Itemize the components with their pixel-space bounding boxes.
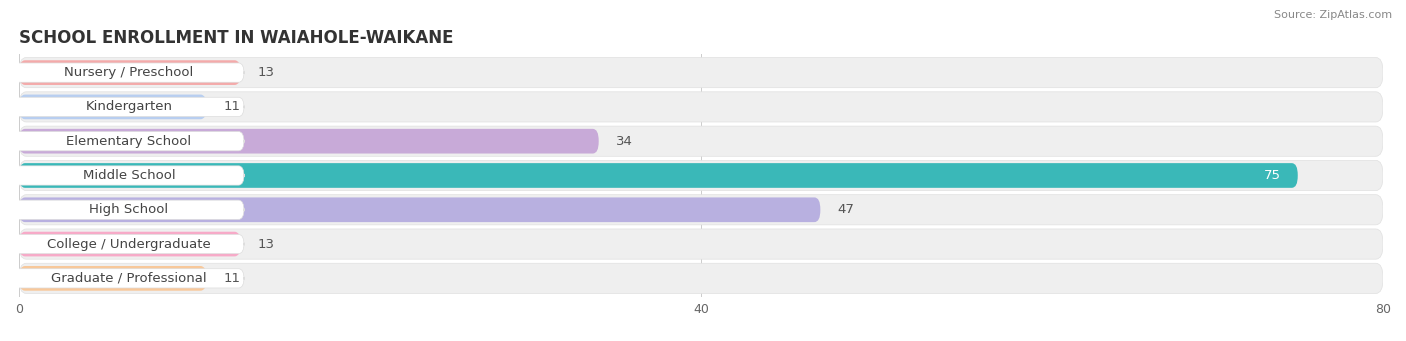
Text: Elementary School: Elementary School	[66, 135, 191, 148]
FancyBboxPatch shape	[20, 92, 1384, 122]
Text: 13: 13	[257, 66, 274, 79]
Text: 13: 13	[257, 238, 274, 251]
FancyBboxPatch shape	[20, 263, 1384, 294]
Text: SCHOOL ENROLLMENT IN WAIAHOLE-WAIKANE: SCHOOL ENROLLMENT IN WAIAHOLE-WAIKANE	[20, 29, 454, 47]
FancyBboxPatch shape	[20, 266, 207, 291]
Text: 11: 11	[224, 272, 240, 285]
Text: Nursery / Preschool: Nursery / Preschool	[65, 66, 194, 79]
Text: 34: 34	[616, 135, 633, 148]
FancyBboxPatch shape	[20, 60, 240, 85]
Text: 75: 75	[1264, 169, 1281, 182]
FancyBboxPatch shape	[14, 63, 245, 82]
Text: Kindergarten: Kindergarten	[86, 100, 173, 114]
Text: Middle School: Middle School	[83, 169, 176, 182]
FancyBboxPatch shape	[20, 229, 1384, 259]
FancyBboxPatch shape	[14, 200, 245, 219]
FancyBboxPatch shape	[20, 58, 1384, 88]
FancyBboxPatch shape	[14, 234, 245, 254]
FancyBboxPatch shape	[20, 160, 1384, 191]
FancyBboxPatch shape	[20, 129, 599, 153]
FancyBboxPatch shape	[20, 163, 1298, 188]
FancyBboxPatch shape	[14, 269, 245, 288]
Text: High School: High School	[90, 203, 169, 216]
Text: Source: ZipAtlas.com: Source: ZipAtlas.com	[1274, 10, 1392, 20]
Text: 47: 47	[838, 203, 855, 216]
FancyBboxPatch shape	[14, 166, 245, 185]
FancyBboxPatch shape	[20, 195, 1384, 225]
FancyBboxPatch shape	[20, 94, 207, 119]
FancyBboxPatch shape	[20, 197, 820, 222]
FancyBboxPatch shape	[14, 132, 245, 151]
FancyBboxPatch shape	[20, 126, 1384, 156]
Text: Graduate / Professional: Graduate / Professional	[51, 272, 207, 285]
FancyBboxPatch shape	[20, 232, 240, 256]
Text: 11: 11	[224, 100, 240, 114]
FancyBboxPatch shape	[14, 97, 245, 117]
Text: College / Undergraduate: College / Undergraduate	[46, 238, 211, 251]
